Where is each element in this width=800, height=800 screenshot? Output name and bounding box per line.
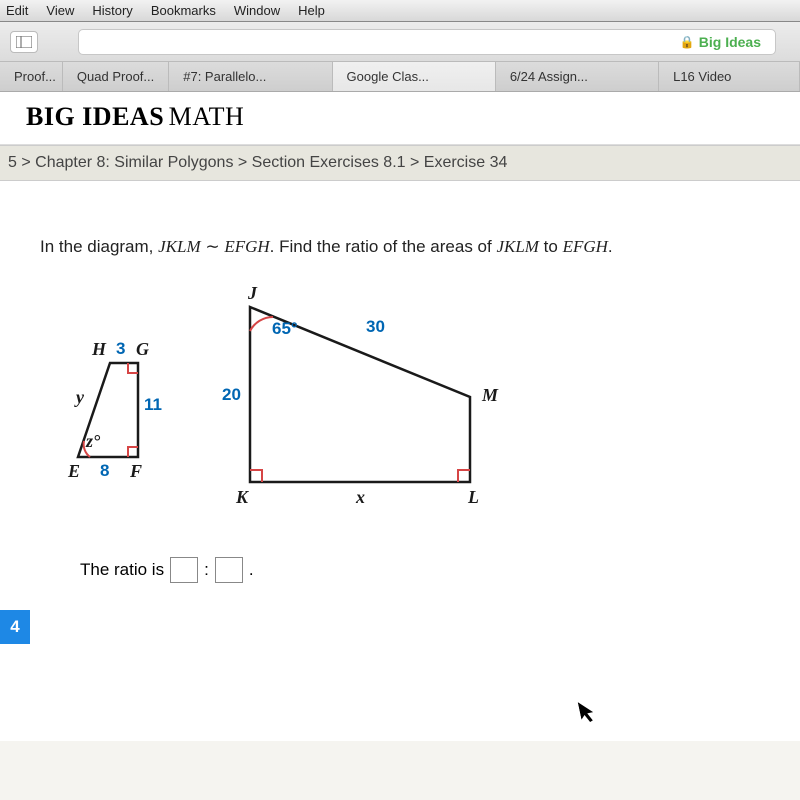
label-K: K: [236, 487, 248, 508]
brand-thin: MATH: [169, 102, 245, 131]
val-EF: 8: [100, 461, 109, 481]
menu-history[interactable]: History: [92, 3, 132, 18]
tab-quad-proof[interactable]: Quad Proof...: [63, 62, 169, 91]
label-G: G: [136, 339, 149, 360]
val-JK: 20: [222, 385, 241, 405]
tab-video[interactable]: L16 Video: [659, 62, 800, 91]
label-L: L: [468, 487, 479, 508]
ratio-input-2[interactable]: [215, 557, 243, 583]
menu-view[interactable]: View: [46, 3, 74, 18]
sidebar-toggle-button[interactable]: [10, 31, 38, 53]
diagram: H 3 G y 11 z° E 8 F J 65° 30 20 M K x L: [70, 297, 760, 527]
answer-row: The ratio is : .: [80, 557, 760, 583]
ratio-colon: :: [204, 560, 209, 580]
tab-assignment[interactable]: 6/24 Assign...: [496, 62, 659, 91]
label-y: y: [76, 387, 84, 408]
val-HG: 3: [116, 339, 125, 359]
tab-strip[interactable]: Proof... Quad Proof... #7: Parallelo... …: [0, 62, 800, 92]
menu-bookmarks[interactable]: Bookmarks: [151, 3, 216, 18]
url-field[interactable]: 🔒 Big Ideas: [78, 29, 776, 55]
label-F: F: [130, 461, 142, 482]
label-H: H: [92, 339, 106, 360]
val-angleJ: 65°: [272, 319, 298, 339]
brand-bold: BIG IDEAS: [26, 102, 164, 131]
menu-help[interactable]: Help: [298, 3, 325, 18]
label-z: z°: [86, 431, 100, 452]
os-menubar[interactable]: Edit View History Bookmarks Window Help: [0, 0, 800, 22]
tab-google-classroom[interactable]: Google Clas...: [333, 62, 496, 91]
problem-number-chip[interactable]: 4: [0, 610, 30, 644]
content-area: In the diagram, JKLM ∼ EFGH. Find the ra…: [0, 181, 800, 741]
problem-statement: In the diagram, JKLM ∼ EFGH. Find the ra…: [40, 237, 760, 257]
answer-text: The ratio is: [80, 560, 164, 580]
ratio-input-1[interactable]: [170, 557, 198, 583]
tab-proof[interactable]: Proof...: [0, 62, 63, 91]
label-J: J: [248, 283, 257, 304]
brand-header: BIG IDEAS MATH: [0, 92, 800, 145]
menu-window[interactable]: Window: [234, 3, 280, 18]
browser-toolbar: 🔒 Big Ideas: [0, 22, 800, 62]
url-label: Big Ideas: [699, 34, 761, 50]
label-E: E: [68, 461, 80, 482]
lock-icon: 🔒: [680, 35, 695, 49]
menu-edit[interactable]: Edit: [6, 3, 28, 18]
val-JM: 30: [366, 317, 385, 337]
breadcrumb[interactable]: 5 > Chapter 8: Similar Polygons > Sectio…: [0, 145, 800, 181]
val-GF: 11: [144, 395, 162, 415]
label-M: M: [482, 385, 498, 406]
label-x: x: [356, 487, 365, 508]
tab-parallelo[interactable]: #7: Parallelo...: [169, 62, 332, 91]
